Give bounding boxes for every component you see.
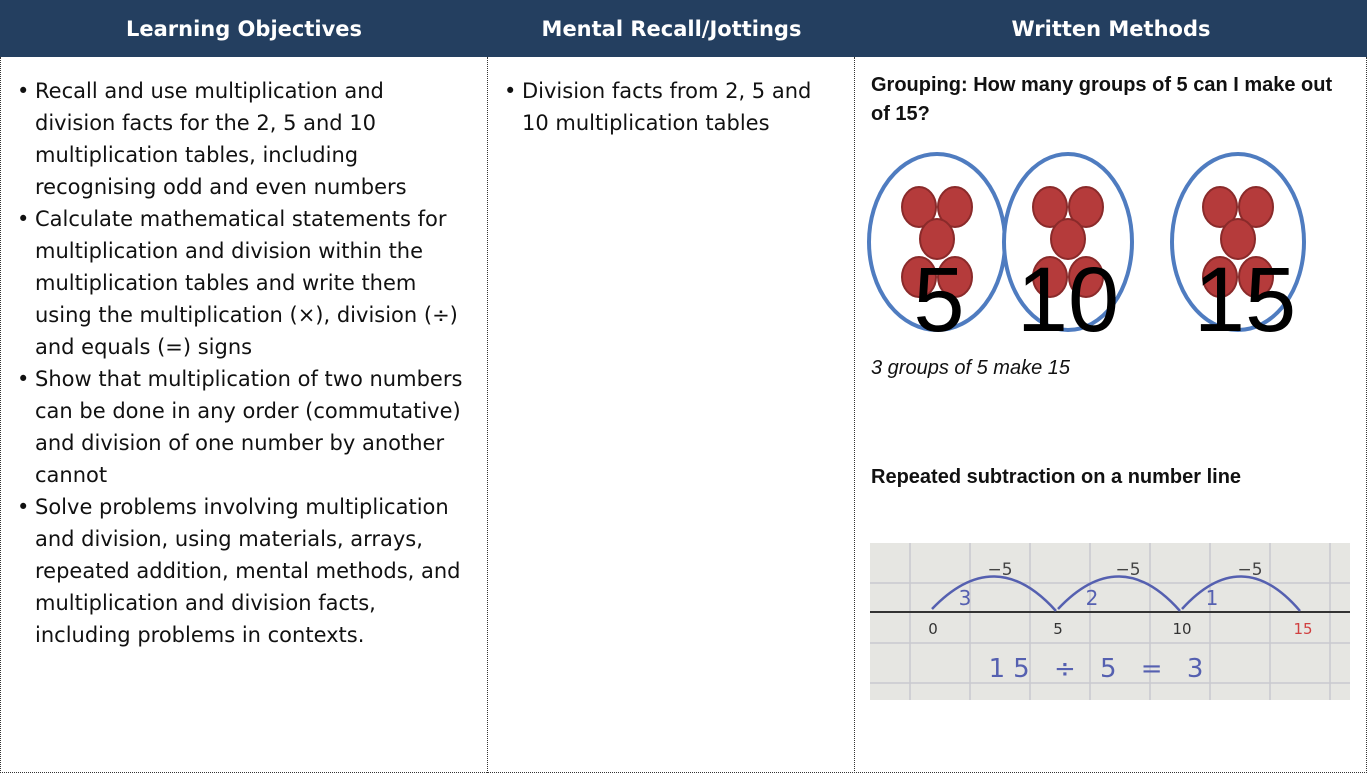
written-cell: Grouping: How many groups of 5 can I mak… bbox=[855, 57, 1367, 773]
dot bbox=[1032, 186, 1068, 228]
dot bbox=[1032, 256, 1068, 298]
jump-arc bbox=[931, 575, 1057, 612]
objective: Solve problems involving multiplication … bbox=[17, 491, 467, 651]
dot bbox=[919, 218, 955, 260]
objective: Recall and use multiplication and divisi… bbox=[17, 75, 467, 203]
mental-cell: Division facts from 2, 5 and 10 multipli… bbox=[488, 57, 855, 773]
header-cell: Learning Objectives bbox=[0, 0, 488, 57]
group-label: 10 bbox=[1017, 249, 1119, 347]
line-label: 5 bbox=[1053, 620, 1063, 638]
dot bbox=[1202, 256, 1238, 298]
dot bbox=[1068, 186, 1104, 228]
grouping-illustration: 5 10 15 bbox=[867, 152, 1306, 347]
jump-label: −5 bbox=[987, 560, 1012, 580]
dot bbox=[1238, 256, 1274, 298]
objectives-list: Recall and use multiplication and divisi… bbox=[13, 75, 467, 651]
jump-count: 3 bbox=[959, 586, 972, 610]
jump-label: −5 bbox=[1115, 560, 1140, 580]
jump-arc bbox=[1181, 575, 1301, 612]
objectives-cell: Recall and use multiplication and divisi… bbox=[0, 57, 488, 773]
dot bbox=[901, 256, 937, 298]
dot bbox=[901, 186, 937, 228]
dot bbox=[1068, 256, 1104, 298]
dot bbox=[1238, 186, 1274, 228]
dot bbox=[1202, 186, 1238, 228]
objective: Calculate mathematical statements for mu… bbox=[17, 203, 467, 363]
group-label: 5 bbox=[913, 249, 964, 347]
equation: 15 ÷ 5 = 3 bbox=[989, 654, 1212, 684]
dot bbox=[1050, 218, 1086, 260]
line-label: 15 bbox=[1293, 620, 1312, 638]
header-cell: Mental Recall/Jottings bbox=[488, 0, 855, 57]
jump-count: 1 bbox=[1206, 586, 1219, 610]
dot bbox=[937, 256, 973, 298]
dot bbox=[1220, 218, 1256, 260]
jump-arc bbox=[1057, 575, 1181, 612]
mental-list: Division facts from 2, 5 and 10 multipli… bbox=[500, 75, 814, 139]
line-label: 10 bbox=[1172, 620, 1191, 638]
header-cell: Written Methods bbox=[855, 0, 1367, 57]
number-line-photo: −5 −5 −5 3 2 1 0 5 10 15 15 ÷ 5 = 3 bbox=[870, 543, 1350, 700]
jump-count: 2 bbox=[1086, 586, 1099, 610]
jump-label: −5 bbox=[1237, 560, 1262, 580]
grouping-heading: Grouping: How many groups of 5 can I mak… bbox=[871, 74, 1333, 125]
line-label: 0 bbox=[928, 620, 938, 638]
grouping-caption: 3 groups of 5 make 15 bbox=[871, 357, 1071, 379]
dot bbox=[937, 186, 973, 228]
group-label: 15 bbox=[1194, 249, 1296, 347]
groups bbox=[867, 152, 1306, 332]
mental-item: Division facts from 2, 5 and 10 multipli… bbox=[504, 75, 814, 139]
subtraction-heading: Repeated subtraction on a number line bbox=[871, 466, 1242, 488]
objective: Show that multiplication of two numbers … bbox=[17, 363, 467, 491]
